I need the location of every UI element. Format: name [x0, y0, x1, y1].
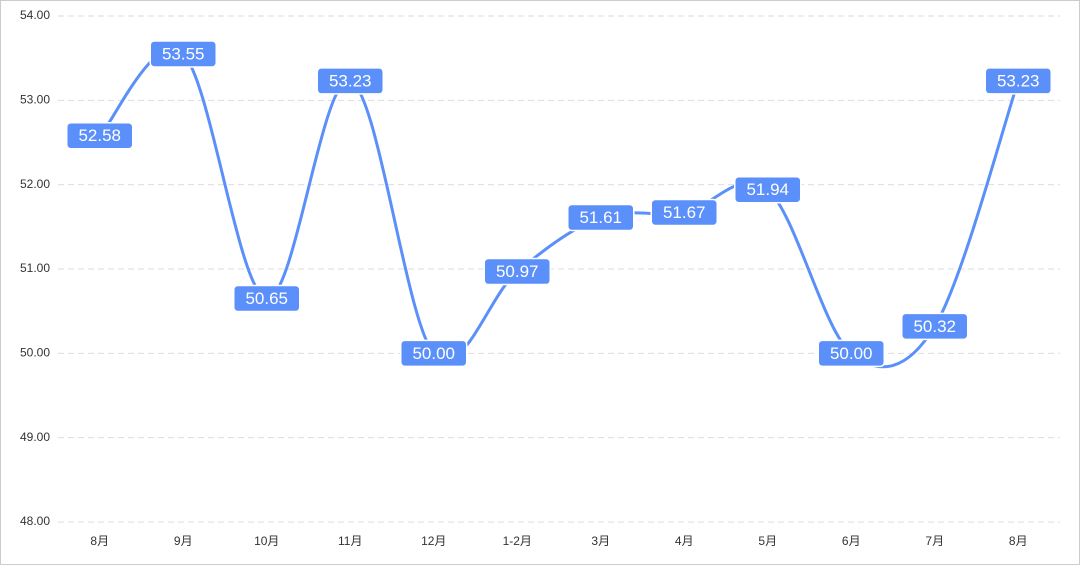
x-tick-label: 1-2月	[503, 534, 532, 548]
y-tick-label: 53.00	[20, 93, 50, 107]
value-label-box	[483, 257, 551, 286]
y-tick-label: 48.00	[20, 514, 50, 528]
value-label-box	[984, 67, 1052, 95]
value-label-box	[149, 40, 217, 68]
value-label: 51.61	[579, 208, 622, 227]
value-label: 50.97	[496, 262, 539, 281]
value-label: 50.00	[412, 344, 455, 363]
x-tick-label: 6月	[842, 534, 861, 548]
value-label: 50.65	[245, 289, 288, 308]
value-label-box	[400, 339, 468, 368]
value-label-box	[901, 312, 969, 341]
value-label-box	[233, 284, 301, 313]
value-label-box	[567, 203, 635, 232]
value-label-box	[817, 339, 885, 368]
value-label: 53.55	[162, 44, 205, 63]
x-tick-label: 12月	[421, 534, 446, 548]
x-tick-label: 8月	[1009, 534, 1028, 548]
value-label: 50.32	[913, 317, 956, 336]
value-label-box	[650, 198, 718, 227]
y-tick-label: 52.00	[20, 177, 50, 191]
x-tick-label: 8月	[90, 534, 109, 548]
x-tick-label: 5月	[758, 534, 777, 548]
value-label: 53.23	[329, 71, 372, 90]
x-tick-label: 9月	[174, 534, 193, 548]
y-tick-label: 49.00	[20, 430, 50, 444]
y-tick-label: 51.00	[20, 261, 50, 275]
x-tick-label: 3月	[591, 534, 610, 548]
value-label: 50.00	[830, 344, 873, 363]
x-tick-label: 4月	[675, 534, 694, 548]
y-tick-label: 54.00	[20, 8, 50, 22]
value-label-box	[66, 122, 134, 150]
value-label-box	[734, 175, 802, 204]
x-tick-label: 10月	[254, 534, 279, 548]
value-label: 53.23	[997, 71, 1040, 90]
value-label-box	[316, 67, 384, 95]
value-label: 51.67	[663, 203, 706, 222]
value-label: 52.58	[78, 126, 121, 145]
value-label: 51.94	[746, 180, 789, 199]
x-tick-label: 11月	[338, 534, 362, 548]
y-tick-label: 50.00	[20, 346, 50, 360]
x-tick-label: 7月	[925, 534, 944, 548]
